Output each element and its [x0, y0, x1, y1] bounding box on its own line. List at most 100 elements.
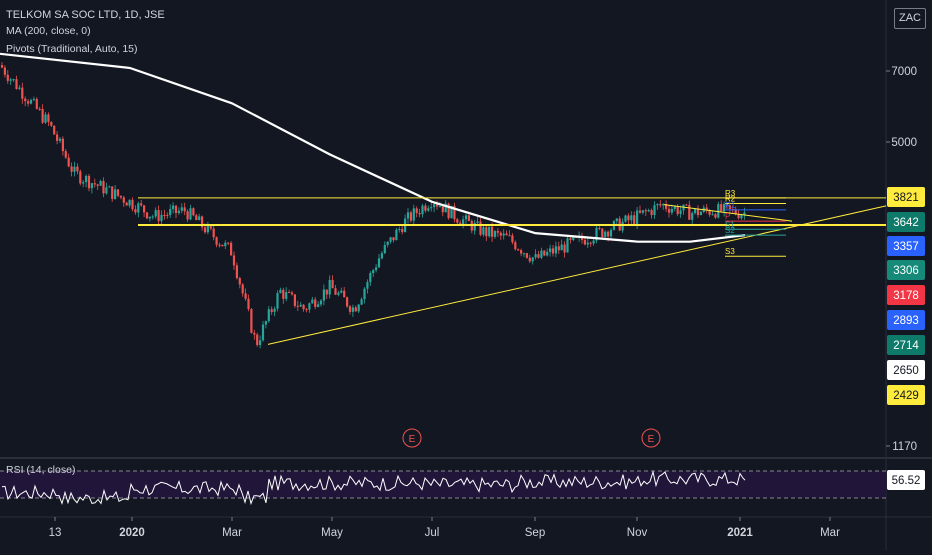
candle-body	[282, 289, 285, 299]
candle-body	[114, 189, 117, 199]
candle-body	[308, 303, 311, 310]
candle-body	[250, 309, 253, 333]
candle-body	[209, 224, 212, 229]
pivot-label-s1: S1	[725, 220, 735, 229]
candle-body	[261, 324, 265, 341]
candle-body	[270, 309, 273, 312]
candle-body	[348, 306, 352, 312]
candle-body	[662, 204, 665, 206]
candle-body	[35, 98, 38, 109]
price-badges: 3821 3642 3357 3306 3178 2893 2714 2650 2429 56.5…	[887, 187, 925, 490]
pivot-label-p: P	[725, 212, 730, 221]
candle-body	[551, 248, 555, 254]
price-badge-label: 3642	[893, 217, 919, 229]
candle-body	[377, 258, 381, 268]
candle-body	[534, 254, 537, 258]
candle-body	[186, 211, 189, 220]
candle-body	[76, 166, 79, 172]
candle-body	[696, 208, 700, 216]
candle-body	[395, 229, 398, 241]
price-badge	[887, 260, 925, 280]
candle-body	[717, 204, 720, 218]
axes: 7000 5000 1170 13 2020 Mar May Jul Sep Nov 2021 Mar	[49, 66, 917, 539]
candle-body	[670, 208, 673, 213]
candle-body	[331, 279, 334, 289]
candle-body	[79, 171, 82, 184]
candle-body	[322, 289, 325, 301]
candle-body	[514, 242, 517, 250]
candle-body	[203, 227, 207, 233]
time-tick-label: Sep	[525, 527, 545, 539]
candle-body	[522, 253, 526, 255]
candle-body	[743, 212, 746, 215]
candle-body	[485, 227, 488, 237]
candle-body	[293, 294, 296, 306]
candle-body	[734, 209, 737, 215]
candle-body	[122, 197, 125, 203]
candle-body	[241, 284, 244, 294]
candle-body	[563, 244, 566, 253]
time-tick-label: 2021	[727, 527, 753, 539]
candle-body	[531, 257, 534, 262]
candle-body	[151, 216, 154, 218]
candle-body	[145, 212, 149, 219]
candle-body	[305, 309, 308, 311]
candle-body	[12, 79, 15, 81]
candle-body	[47, 114, 50, 122]
candle-body	[659, 204, 662, 206]
candle-body	[673, 206, 676, 209]
candle-body	[21, 87, 24, 99]
price-badge-label: 2429	[893, 390, 919, 402]
rsi-title[interactable]: RSI (14, close)	[6, 464, 76, 476]
currency-label[interactable]: ZAC	[894, 8, 926, 29]
candle-body	[325, 289, 328, 295]
candle-body	[601, 228, 604, 237]
candle-body	[85, 175, 88, 183]
candle-body	[375, 267, 378, 271]
symbol-title[interactable]: TELKOM SA SOC LTD, 1D, JSE	[6, 9, 165, 21]
candle-body	[137, 203, 140, 213]
candle-body	[491, 226, 494, 237]
candle-body	[462, 219, 465, 225]
candle-body	[87, 175, 91, 189]
candle-body	[27, 101, 30, 104]
candle-body	[505, 233, 508, 236]
rising-trendline	[267, 205, 887, 345]
candle-body	[29, 99, 33, 104]
candle-body	[328, 279, 331, 295]
candle-body	[276, 293, 279, 309]
candle-body	[546, 251, 549, 256]
candle-body	[90, 183, 93, 189]
candle-body	[311, 299, 314, 304]
price-badge	[887, 385, 925, 405]
price-badge-label: 3357	[893, 241, 919, 253]
candle-body	[360, 299, 363, 305]
candle-body	[644, 210, 647, 212]
candle-body	[383, 244, 386, 254]
rsi-value-badge	[887, 470, 925, 490]
candle-body	[53, 125, 56, 135]
candle-body	[96, 184, 99, 186]
pivot-label-r2: R2	[725, 195, 736, 204]
candle-body	[409, 212, 412, 221]
candle-body	[302, 304, 305, 310]
price-badge-label: 3178	[893, 290, 919, 302]
indicator-pivots-label[interactable]: Pivots (Traditional, Auto, 15)	[6, 43, 138, 55]
candle-body	[609, 229, 613, 237]
price-badge	[887, 285, 925, 305]
pivot-label-s2: S2	[725, 226, 735, 235]
candle-body	[438, 206, 441, 208]
candle-body	[415, 208, 418, 214]
rsi-series	[1, 469, 746, 506]
indicator-ma-label[interactable]: MA (200, close, 0)	[6, 25, 91, 37]
earnings-label: E	[648, 434, 655, 445]
candle-body	[227, 242, 230, 244]
candle-body	[264, 321, 267, 325]
candle-body	[218, 244, 221, 246]
candle-body	[140, 203, 143, 206]
candle-body	[343, 290, 346, 298]
candle-body	[424, 205, 427, 211]
